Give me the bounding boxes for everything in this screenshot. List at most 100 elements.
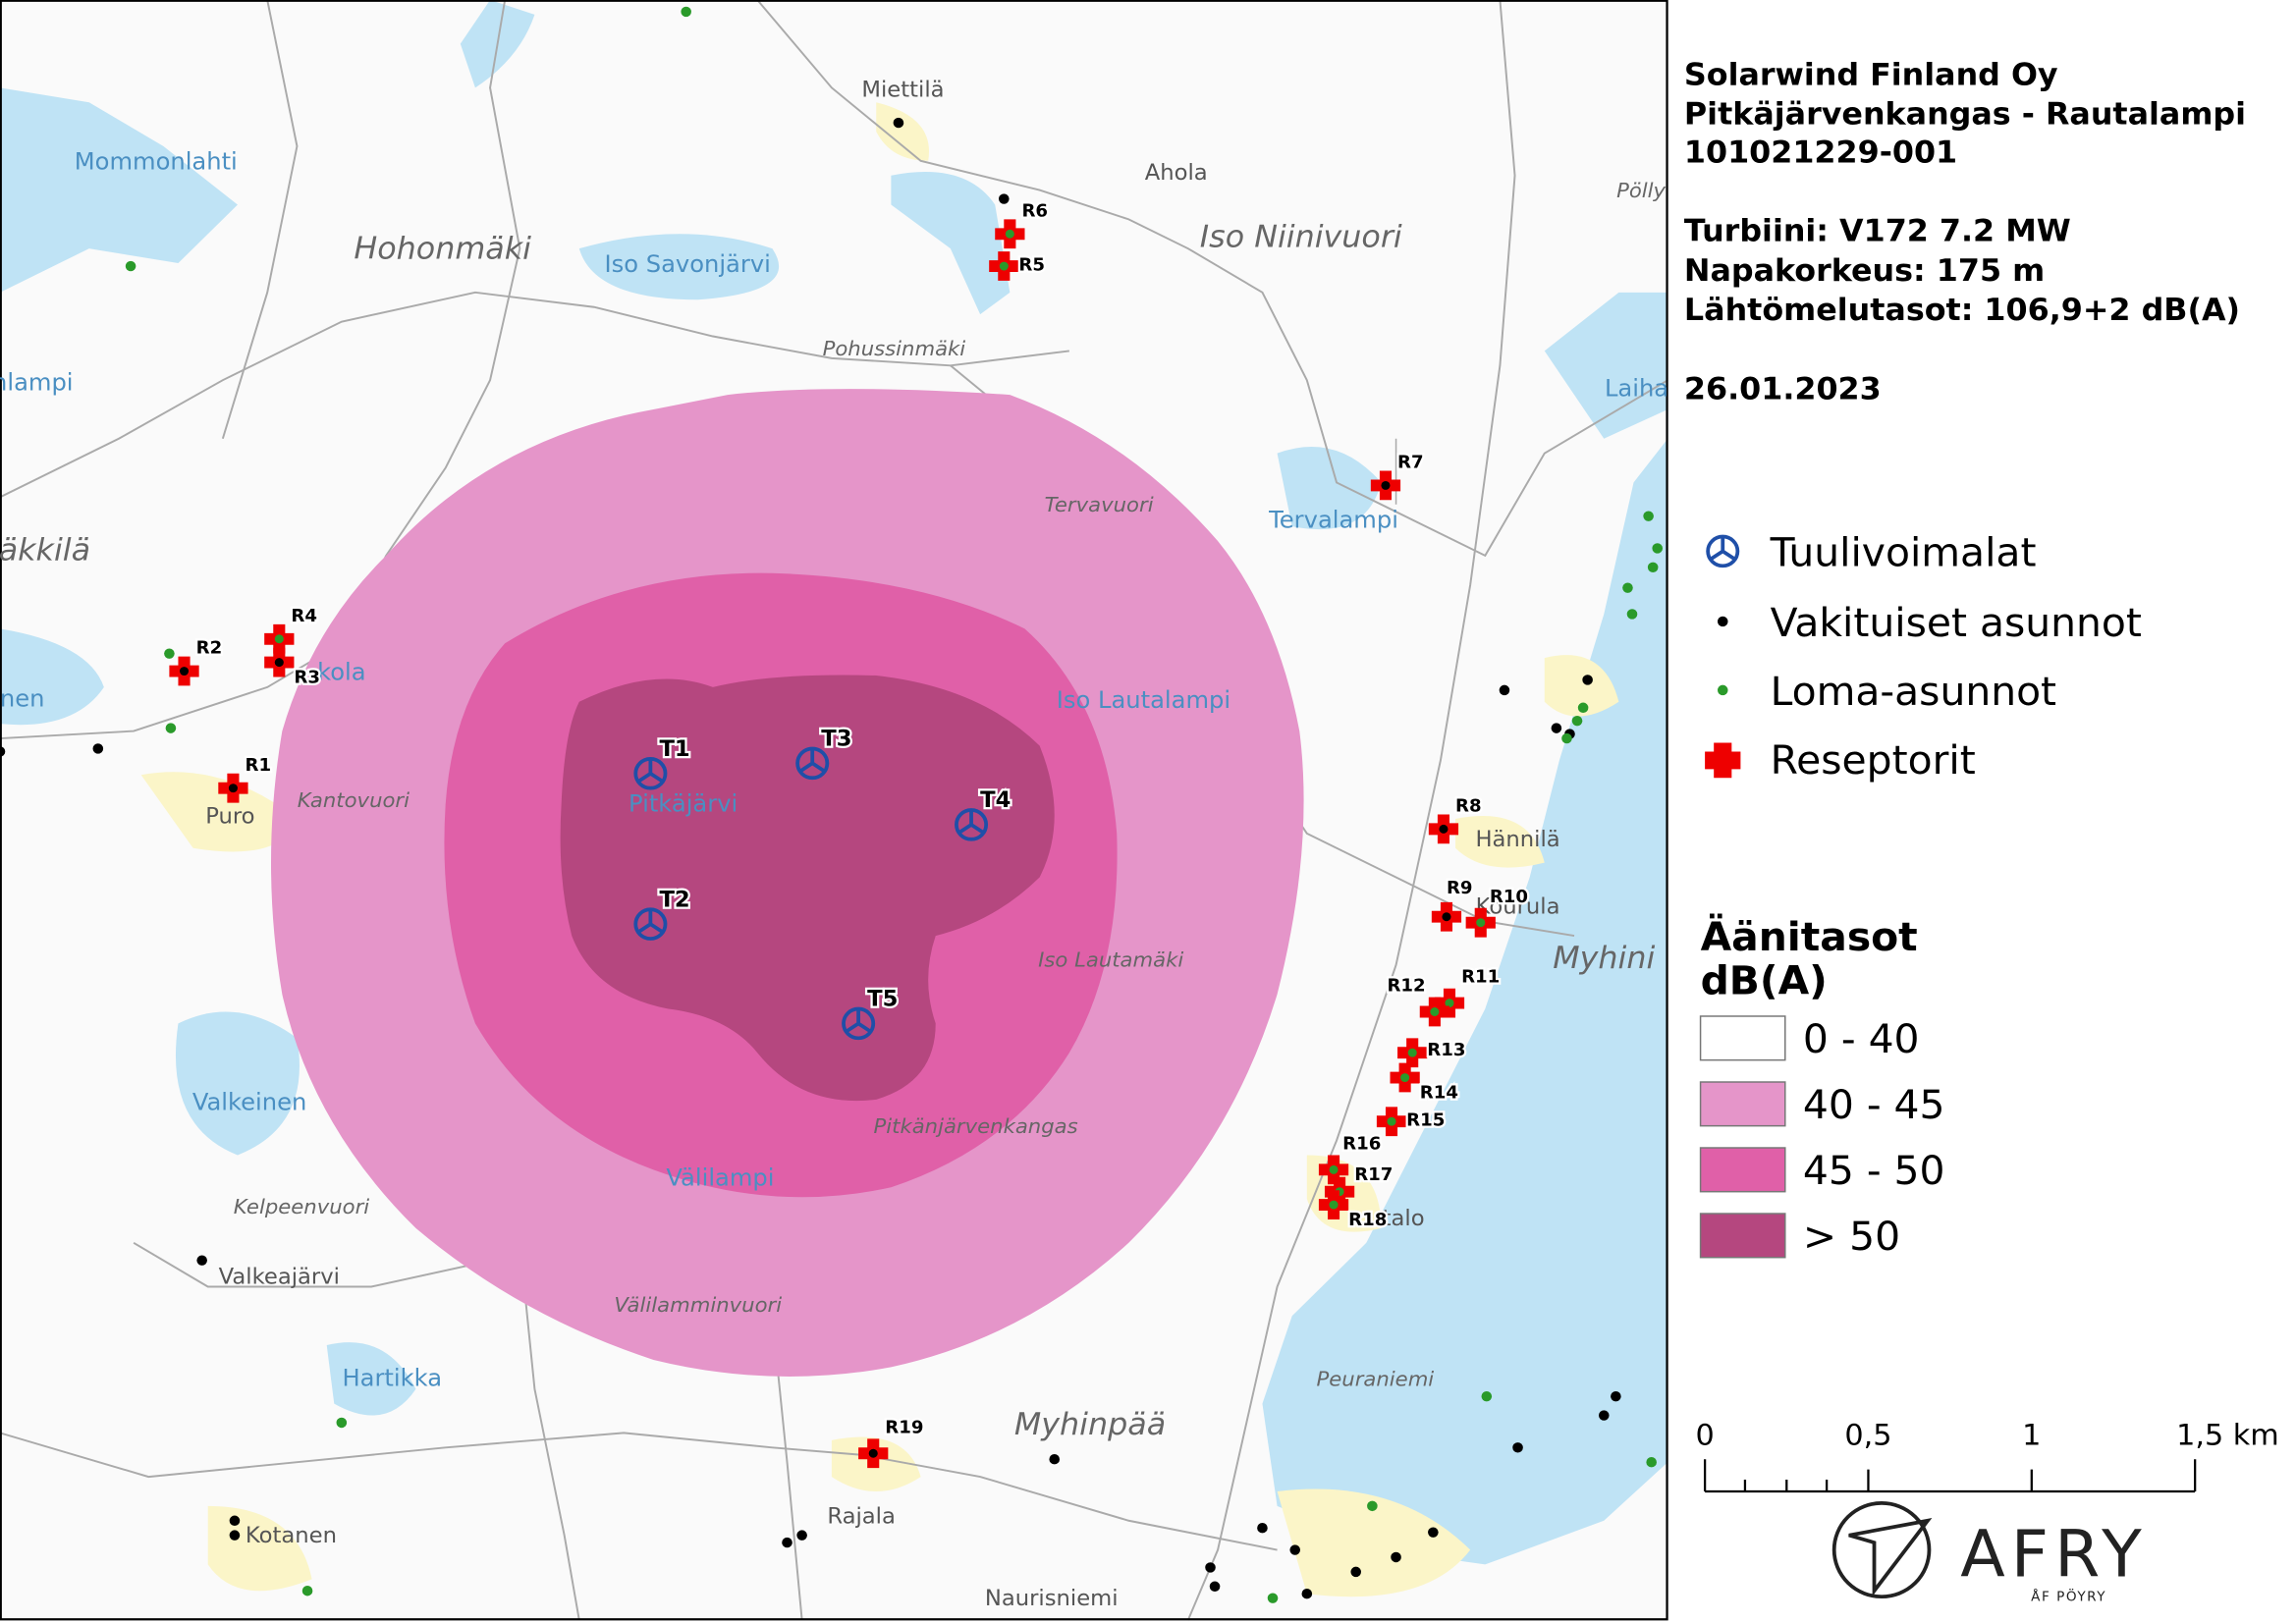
holiday-home — [1647, 562, 1659, 573]
place-label: talo — [1383, 1206, 1425, 1231]
holiday-home — [1367, 1500, 1378, 1512]
scale-bar — [1703, 1459, 2197, 1493]
holiday-home — [1407, 1048, 1417, 1057]
noise-zones — [270, 389, 1304, 1377]
noise-level: 40 - 45 — [1803, 1082, 1945, 1129]
receptor-label: R10 — [1490, 887, 1528, 907]
receptor-label: R9 — [1447, 878, 1473, 898]
receptor-label: R7 — [1397, 453, 1424, 473]
permanent-home — [1598, 1410, 1610, 1421]
receptor-label: R4 — [291, 606, 317, 626]
holiday-home — [125, 260, 137, 272]
place-label: nen — [0, 684, 44, 712]
receptor-label: R12 — [1387, 976, 1425, 997]
header-line: Pitkäjärvenkangas - Rautalampi — [1684, 97, 2246, 133]
permanent-home — [1049, 1453, 1061, 1465]
permanent-home — [228, 784, 238, 793]
permanent-home — [1428, 1527, 1439, 1538]
turbine-blades — [635, 909, 666, 935]
permanent-home — [1205, 1562, 1216, 1573]
legend-icons — [1705, 534, 1741, 779]
place-label: Kantovuori — [298, 787, 410, 812]
header-line: Napakorkeus: 175 m — [1684, 253, 2045, 289]
place-label: Iso Savonjärvi — [605, 250, 771, 278]
place-label: Laiha — [1605, 375, 1668, 403]
header-line: Lähtömelutasot: 106,9+2 dB(A) — [1684, 293, 2240, 328]
holiday-home — [1005, 229, 1014, 239]
noise-level: 45 - 50 — [1803, 1148, 1945, 1195]
scale-label: 0 — [1695, 1419, 1714, 1453]
legend-label: Vakituiset asunnot — [1771, 599, 2142, 646]
turbine-label: T1 — [659, 736, 689, 762]
holiday-home — [336, 1417, 348, 1429]
turbine-label: T5 — [867, 987, 898, 1012]
permanent-home — [179, 667, 190, 676]
place-label: Mommonlahti — [75, 148, 238, 176]
holiday-home — [1646, 1456, 1657, 1468]
permanent-home — [1209, 1581, 1221, 1592]
holiday-home — [164, 648, 175, 659]
permanent-home — [1439, 824, 1449, 834]
holiday-home — [1476, 918, 1486, 928]
place-label: Peuraniemi — [1317, 1367, 1435, 1391]
holiday-home — [301, 1586, 313, 1596]
place-label: Iso Lautamäki — [1038, 947, 1183, 972]
permanent-home — [1442, 912, 1451, 922]
permanent-home — [1257, 1522, 1268, 1534]
water — [0, 0, 1668, 1565]
receptor-label: R8 — [1455, 796, 1482, 817]
turbine-blades — [957, 810, 986, 836]
holiday-home — [1561, 732, 1572, 744]
place-label: Iso Niinivuori — [1200, 220, 1402, 255]
holiday-home — [1445, 999, 1454, 1008]
permanent-home — [782, 1537, 793, 1548]
holiday-home — [165, 723, 177, 733]
permanent-home — [0, 746, 6, 757]
noise-level: > 50 — [1803, 1214, 1900, 1261]
permanent-home — [92, 743, 104, 754]
permanent-home — [1350, 1566, 1362, 1578]
permanent-home — [999, 193, 1010, 204]
logo-name: AFRY — [1960, 1517, 2148, 1592]
permanent-home — [1289, 1544, 1301, 1555]
place-label: äkkilä — [0, 533, 90, 568]
logo-sub: ÅF PÖYRY — [2031, 1588, 2106, 1605]
place-label: Kotanen — [246, 1523, 337, 1548]
noise-level: 0 - 40 — [1803, 1016, 1920, 1063]
place-label: Rajala — [827, 1504, 896, 1530]
holiday-home — [1643, 511, 1654, 521]
permanent-home — [1611, 1390, 1621, 1402]
place-label: Miettilä — [861, 77, 944, 102]
turbine-blades — [844, 1008, 873, 1034]
logo-mark — [1831, 1501, 1933, 1599]
turbine-label: T4 — [980, 787, 1011, 813]
receptor-label: R19 — [885, 1418, 923, 1438]
place-label: Hohonmäki — [354, 232, 531, 267]
scale-label: 0,5 — [1844, 1419, 1891, 1453]
holiday-home — [1622, 582, 1633, 593]
place-label: Tervalampi — [1268, 507, 1398, 534]
place-label: Pitkäjärvi — [629, 790, 738, 818]
turbine-blades — [635, 758, 666, 784]
holiday-home — [1329, 1200, 1339, 1210]
permanent-home — [274, 658, 284, 668]
place-label: Välilamminvuori — [614, 1292, 782, 1317]
noise-title: dB(A) — [1701, 957, 1828, 1004]
holiday-home — [999, 261, 1009, 271]
place-label: Kourula — [1476, 894, 1560, 920]
place-label: Naurisniemi — [985, 1586, 1119, 1611]
turbine-label: T2 — [659, 887, 689, 912]
legend-label: Loma-asunnot — [1771, 668, 2056, 715]
receptor-label: R14 — [1420, 1083, 1458, 1104]
legend-label: Tuulivoimalat — [1770, 529, 2037, 576]
receptor-label: R5 — [1018, 255, 1045, 276]
header-line: Solarwind Finland Oy — [1684, 58, 2058, 93]
holiday-home — [1652, 543, 1664, 554]
place-label: Valkeajärvi — [219, 1265, 340, 1290]
place-label: Pölly — [1616, 178, 1667, 202]
permanent-home — [196, 1255, 207, 1266]
receptor-label: R6 — [1021, 201, 1048, 222]
noise-swatches — [1699, 1015, 1786, 1259]
receptor-label: R11 — [1461, 967, 1500, 988]
